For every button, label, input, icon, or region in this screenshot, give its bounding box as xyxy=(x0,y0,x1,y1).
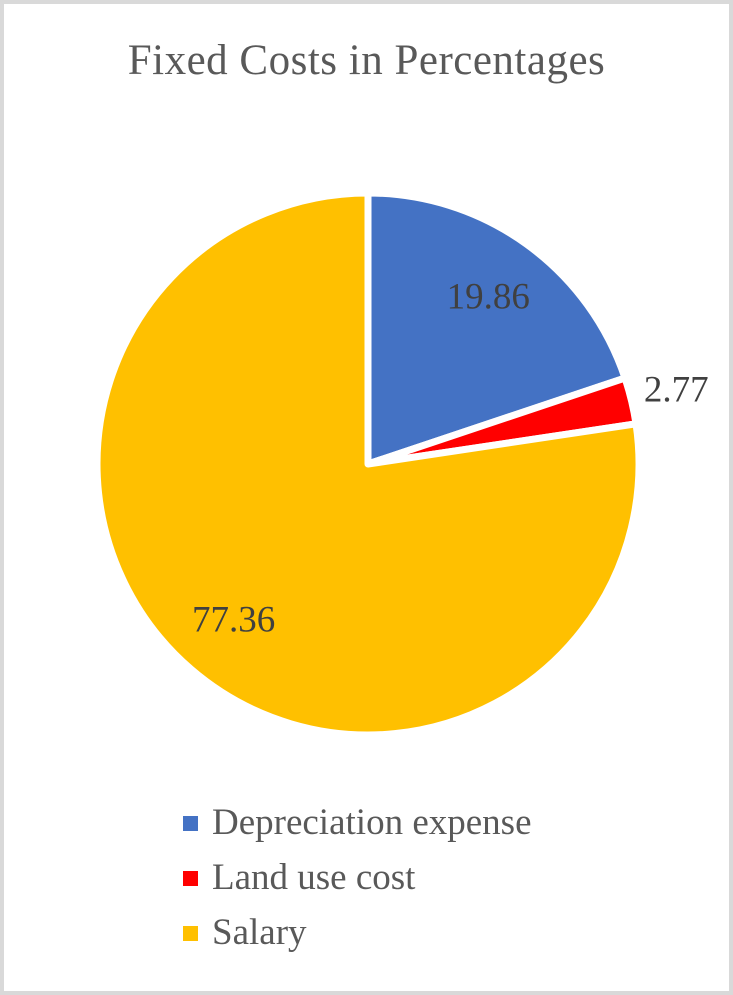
legend-swatch-land-use-cost xyxy=(183,870,198,886)
legend-item-salary: Salary xyxy=(183,909,532,955)
data-label-depreciation-expense: 19.86 xyxy=(447,276,530,317)
legend-label-salary: Salary xyxy=(212,911,307,953)
legend-swatch-salary xyxy=(183,925,198,941)
legend-item-depreciation-expense: Depreciation expense xyxy=(183,799,532,845)
chart-title: Fixed Costs in Percentages xyxy=(127,37,606,84)
legend-item-land-use-cost: Land use cost xyxy=(183,854,532,900)
legend-label-depreciation-expense: Depreciation expense xyxy=(212,801,532,843)
legend-swatch-depreciation-expense xyxy=(183,815,198,831)
legend-label-land-use-cost: Land use cost xyxy=(212,856,416,898)
data-label-land-use-cost: 2.77 xyxy=(644,369,709,410)
pie-slice-salary xyxy=(93,189,643,739)
legend: Depreciation expense Land use cost Salar… xyxy=(183,799,532,955)
data-label-salary: 77.36 xyxy=(192,600,275,641)
